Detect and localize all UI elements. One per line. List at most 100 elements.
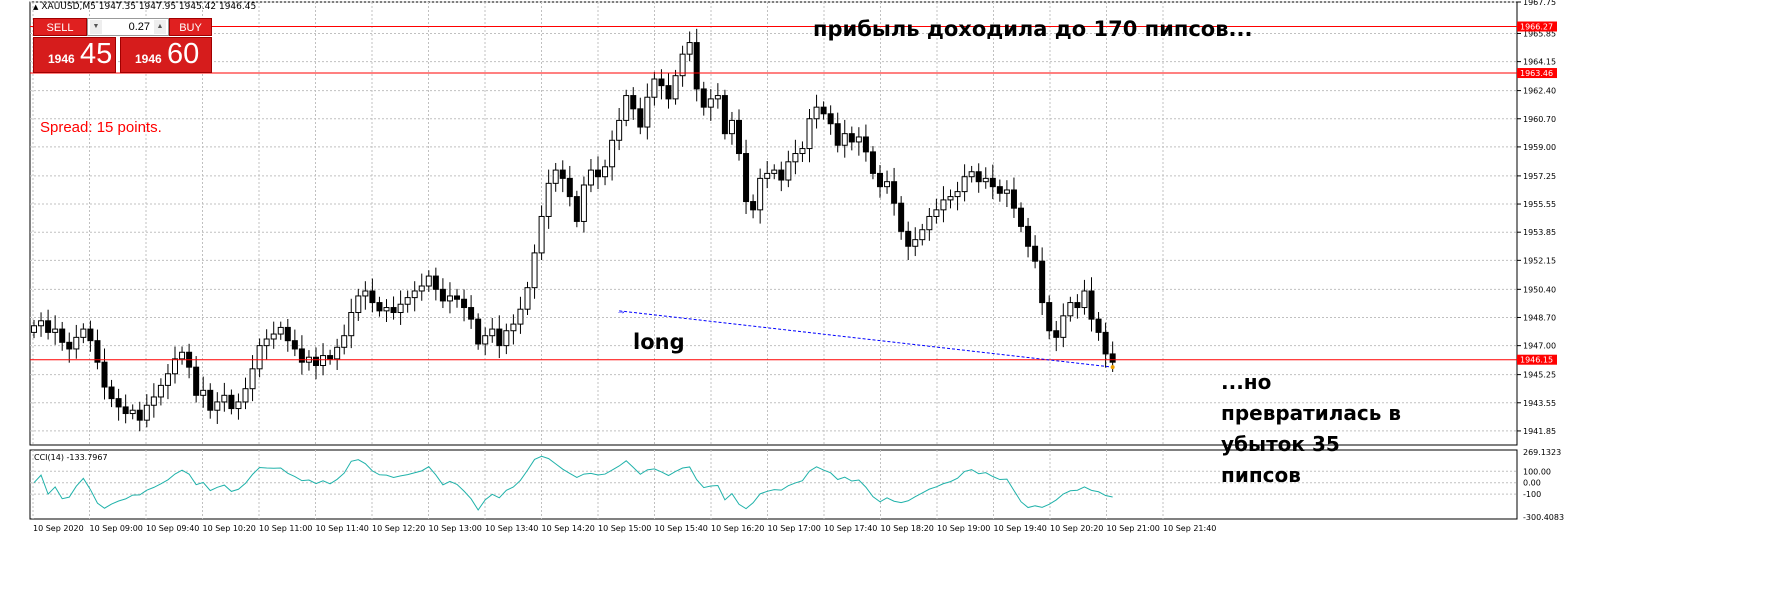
candle-body [157, 384, 164, 398]
lot-value[interactable]: 0.27 [128, 21, 150, 33]
candle-body [884, 181, 891, 188]
candle-body [714, 95, 721, 100]
candle-body [968, 171, 975, 178]
y-tick-label: 1964.15 [1523, 58, 1556, 67]
x-tick-label: 10 Sep 14:20 [542, 524, 595, 533]
candle-body [926, 215, 933, 231]
annotation-line: ...но [1221, 370, 1272, 394]
candle-body [524, 287, 531, 310]
candle-body [461, 298, 468, 309]
y-tick-label: 1967.75 [1523, 0, 1556, 7]
x-tick-label: 10 Sep 09:40 [146, 524, 199, 533]
level-price-label: 1963.46 [1520, 69, 1553, 78]
annotation-line: превратилась в [1221, 401, 1402, 425]
collapse-triangle-icon[interactable]: ▲ [33, 3, 39, 11]
candle-body [566, 177, 573, 198]
candle-body [848, 133, 855, 143]
candle-body [256, 345, 263, 370]
sell-price-box[interactable]: 1946 45 [33, 37, 116, 73]
candle-body [193, 366, 200, 396]
candle-body [249, 368, 256, 390]
level-price-tag [1517, 21, 1557, 32]
candle-body [623, 95, 630, 121]
indicator-level-label: -300.4083 [1523, 513, 1564, 522]
candle-body [841, 133, 848, 146]
candle-body [263, 338, 270, 347]
candle-body [961, 176, 968, 193]
y-tick-label: 1960.70 [1523, 115, 1556, 124]
buy-button[interactable]: BUY [169, 18, 212, 36]
candle-body [637, 108, 644, 128]
y-tick-label: 1952.15 [1523, 256, 1556, 265]
candle-body [66, 341, 73, 350]
candle-body [284, 326, 291, 342]
indicator-label: CCI(14) -133.7967 [34, 453, 108, 462]
x-tick-label: 10 Sep 13:40 [485, 524, 538, 533]
candle-body [750, 201, 757, 211]
indicator-frame [29, 449, 1518, 520]
level-price-label: 1966.27 [1520, 23, 1553, 32]
sell-button[interactable]: SELL [33, 18, 87, 36]
candle-body [559, 169, 566, 179]
candle-body [538, 215, 545, 254]
x-tick-label: 10 Sep 15:40 [655, 524, 708, 533]
candle-body [792, 153, 799, 163]
x-tick-label: 10 Sep 10:20 [203, 524, 256, 533]
candle-body [207, 389, 214, 411]
lot-increase-icon[interactable]: ▲ [154, 20, 166, 34]
indicator-level-label: 0.00 [1523, 479, 1541, 488]
buy-price-box[interactable]: 1946 60 [120, 37, 212, 73]
candle-body [179, 351, 186, 360]
x-tick-label: 10 Sep 21:40 [1163, 524, 1216, 533]
candle-body [869, 151, 876, 174]
candle-body [376, 302, 383, 312]
lot-size-input[interactable]: ▼ 0.27 ▲ [87, 18, 169, 36]
x-tick-label: 10 Sep 19:00 [937, 524, 990, 533]
candle-body [143, 404, 150, 421]
candle-body [150, 396, 157, 406]
y-tick-label: 1959.00 [1523, 143, 1556, 152]
x-tick-label: 10 Sep 19:40 [994, 524, 1047, 533]
candle-body [602, 166, 609, 178]
candle-body [59, 328, 66, 343]
annotation-long: long [633, 330, 685, 354]
indicator-level-label: 100.00 [1523, 467, 1551, 476]
candle-body [1053, 330, 1060, 338]
candle-body [700, 88, 707, 108]
candle-body [1010, 189, 1017, 209]
candle-body [397, 303, 404, 314]
candle-body [94, 340, 101, 363]
y-tick-label: 1965.85 [1523, 29, 1556, 38]
candle-body [446, 295, 453, 302]
candle-body [108, 386, 115, 400]
candle-body [270, 333, 277, 340]
candle-body [45, 320, 52, 333]
candle-body [1003, 189, 1010, 194]
candle-body [806, 118, 813, 150]
sell-price-small: 1946 [48, 52, 75, 66]
lot-decrease-icon[interactable]: ▼ [90, 20, 102, 34]
candle-body [432, 275, 439, 290]
candle-body [954, 191, 961, 198]
candle-body [475, 318, 482, 345]
candle-body [1032, 245, 1039, 262]
candle-body [933, 209, 940, 217]
x-tick-label: 10 Sep 21:00 [1107, 524, 1160, 533]
x-tick-label: 10 Sep 17:00 [768, 524, 821, 533]
candle-body [38, 320, 45, 327]
candle-body [813, 106, 820, 120]
candle-body [31, 325, 37, 333]
candle-body [136, 409, 143, 421]
candle-body [658, 78, 665, 87]
candle-body [277, 326, 284, 335]
candle-body [898, 202, 905, 232]
candle-body [390, 307, 397, 314]
candle-body [221, 394, 228, 403]
candle-body [877, 172, 883, 188]
candle-body [313, 356, 319, 367]
candle-body [411, 290, 418, 299]
level-price-label: 1946.15 [1520, 356, 1553, 365]
candle-body [820, 106, 827, 115]
candle-body [799, 148, 806, 155]
